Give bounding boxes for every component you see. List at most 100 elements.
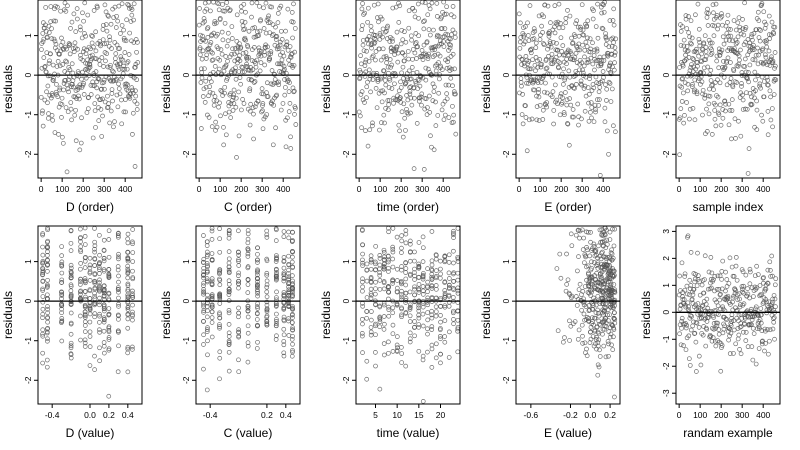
data-point <box>94 85 100 91</box>
data-point <box>381 280 387 286</box>
data-point <box>245 308 251 314</box>
data-point <box>121 27 126 33</box>
data-point <box>245 240 251 246</box>
data-point <box>274 272 279 277</box>
data-point <box>720 304 725 310</box>
data-point <box>603 302 608 307</box>
data-point <box>564 282 570 287</box>
data-point <box>593 263 599 269</box>
data-point <box>741 42 747 48</box>
data-point <box>579 227 585 233</box>
data-point <box>430 98 436 104</box>
data-point <box>557 112 563 118</box>
data-point <box>45 258 50 263</box>
data-point <box>82 255 88 261</box>
data-point <box>93 125 98 130</box>
data-point <box>97 329 102 335</box>
data-point <box>738 324 744 329</box>
data-point <box>92 101 98 106</box>
data-point <box>549 51 555 57</box>
data-point <box>386 257 391 263</box>
data-point <box>389 36 395 42</box>
data-point <box>706 11 711 16</box>
data-point <box>116 254 121 260</box>
data-point <box>701 324 707 329</box>
data-point <box>599 58 605 63</box>
data-point <box>125 350 131 356</box>
data-point <box>406 8 412 14</box>
data-point <box>393 73 398 79</box>
data-point <box>521 34 527 40</box>
data-point <box>125 258 131 264</box>
data-point <box>91 44 96 50</box>
data-point <box>255 98 261 104</box>
data-point <box>420 57 426 63</box>
data-point <box>106 101 111 106</box>
data-point <box>409 37 414 43</box>
data-point <box>97 358 102 364</box>
data-point <box>46 60 52 66</box>
data-point <box>71 11 77 17</box>
data-point <box>399 306 404 312</box>
data-point <box>360 242 366 248</box>
data-point <box>680 76 685 81</box>
data-point <box>408 110 413 116</box>
data-point <box>97 260 102 266</box>
data-point <box>711 10 716 16</box>
data-point <box>595 255 600 261</box>
data-point <box>538 32 543 38</box>
points <box>516 0 619 178</box>
data-point <box>214 98 220 104</box>
data-point <box>738 31 744 37</box>
data-point <box>101 237 107 243</box>
data-point <box>271 71 277 77</box>
data-point <box>421 42 427 48</box>
data-point <box>598 61 604 67</box>
data-point <box>446 270 452 276</box>
data-point <box>116 3 122 9</box>
x-axis-label: E (order) <box>544 200 591 214</box>
data-point <box>580 42 585 48</box>
data-point <box>107 77 113 83</box>
data-point <box>679 84 685 90</box>
data-point <box>579 307 584 313</box>
data-point <box>214 124 220 130</box>
data-point <box>412 277 417 282</box>
data-point <box>226 249 232 254</box>
data-point <box>68 228 74 233</box>
data-point <box>281 265 287 271</box>
data-point <box>275 61 280 67</box>
data-point <box>281 278 287 284</box>
data-point <box>370 123 375 129</box>
data-point <box>264 282 270 288</box>
data-point <box>380 34 385 40</box>
data-point <box>762 348 767 354</box>
data-point <box>125 312 131 318</box>
data-point <box>101 319 107 325</box>
data-point <box>748 34 754 40</box>
data-point <box>688 65 694 70</box>
data-point <box>216 7 222 13</box>
data-point <box>688 250 694 255</box>
data-point <box>277 42 283 48</box>
data-point <box>768 268 773 273</box>
x-tick-label: 0 <box>357 184 362 194</box>
data-point <box>102 2 108 8</box>
data-point <box>226 228 232 234</box>
x-tick-label: 15 <box>414 410 424 420</box>
data-point <box>360 97 366 103</box>
data-point <box>59 303 65 308</box>
data-point <box>585 18 591 24</box>
data-point <box>556 25 562 31</box>
data-point <box>92 256 98 261</box>
data-point <box>413 40 419 45</box>
data-point <box>256 48 262 53</box>
data-point <box>201 16 207 21</box>
data-point <box>110 78 116 84</box>
data-point <box>274 266 279 272</box>
data-point <box>710 335 716 340</box>
data-point <box>261 49 267 55</box>
data-point <box>228 91 233 97</box>
data-point <box>379 16 385 22</box>
